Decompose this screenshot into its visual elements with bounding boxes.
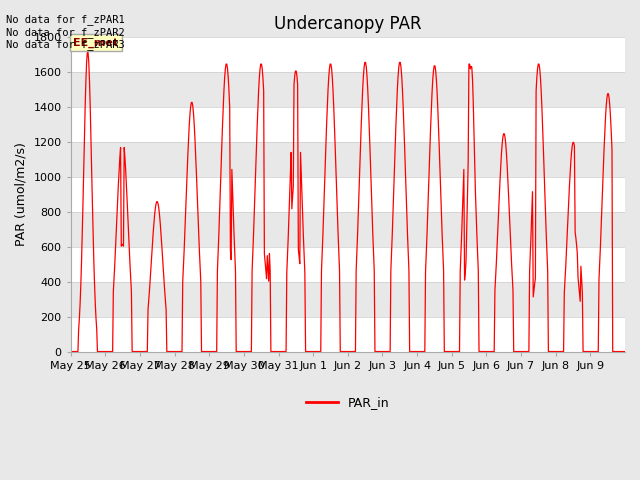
Bar xyxy=(70,317,625,351)
Text: EE_met: EE_met xyxy=(74,37,118,48)
Bar xyxy=(70,72,625,107)
Bar xyxy=(70,212,625,247)
Bar xyxy=(70,142,625,177)
Title: Undercanopy PAR: Undercanopy PAR xyxy=(274,15,422,33)
Y-axis label: PAR (umol/m2/s): PAR (umol/m2/s) xyxy=(15,143,28,246)
Bar xyxy=(70,177,625,212)
Bar xyxy=(70,247,625,282)
Legend: PAR_in: PAR_in xyxy=(301,391,394,414)
Text: No data for f_zPAR1
No data for f_zPAR2
No data for f_zPAR3: No data for f_zPAR1 No data for f_zPAR2 … xyxy=(6,14,125,50)
Bar xyxy=(70,107,625,142)
Bar xyxy=(70,37,625,72)
Bar xyxy=(70,282,625,317)
